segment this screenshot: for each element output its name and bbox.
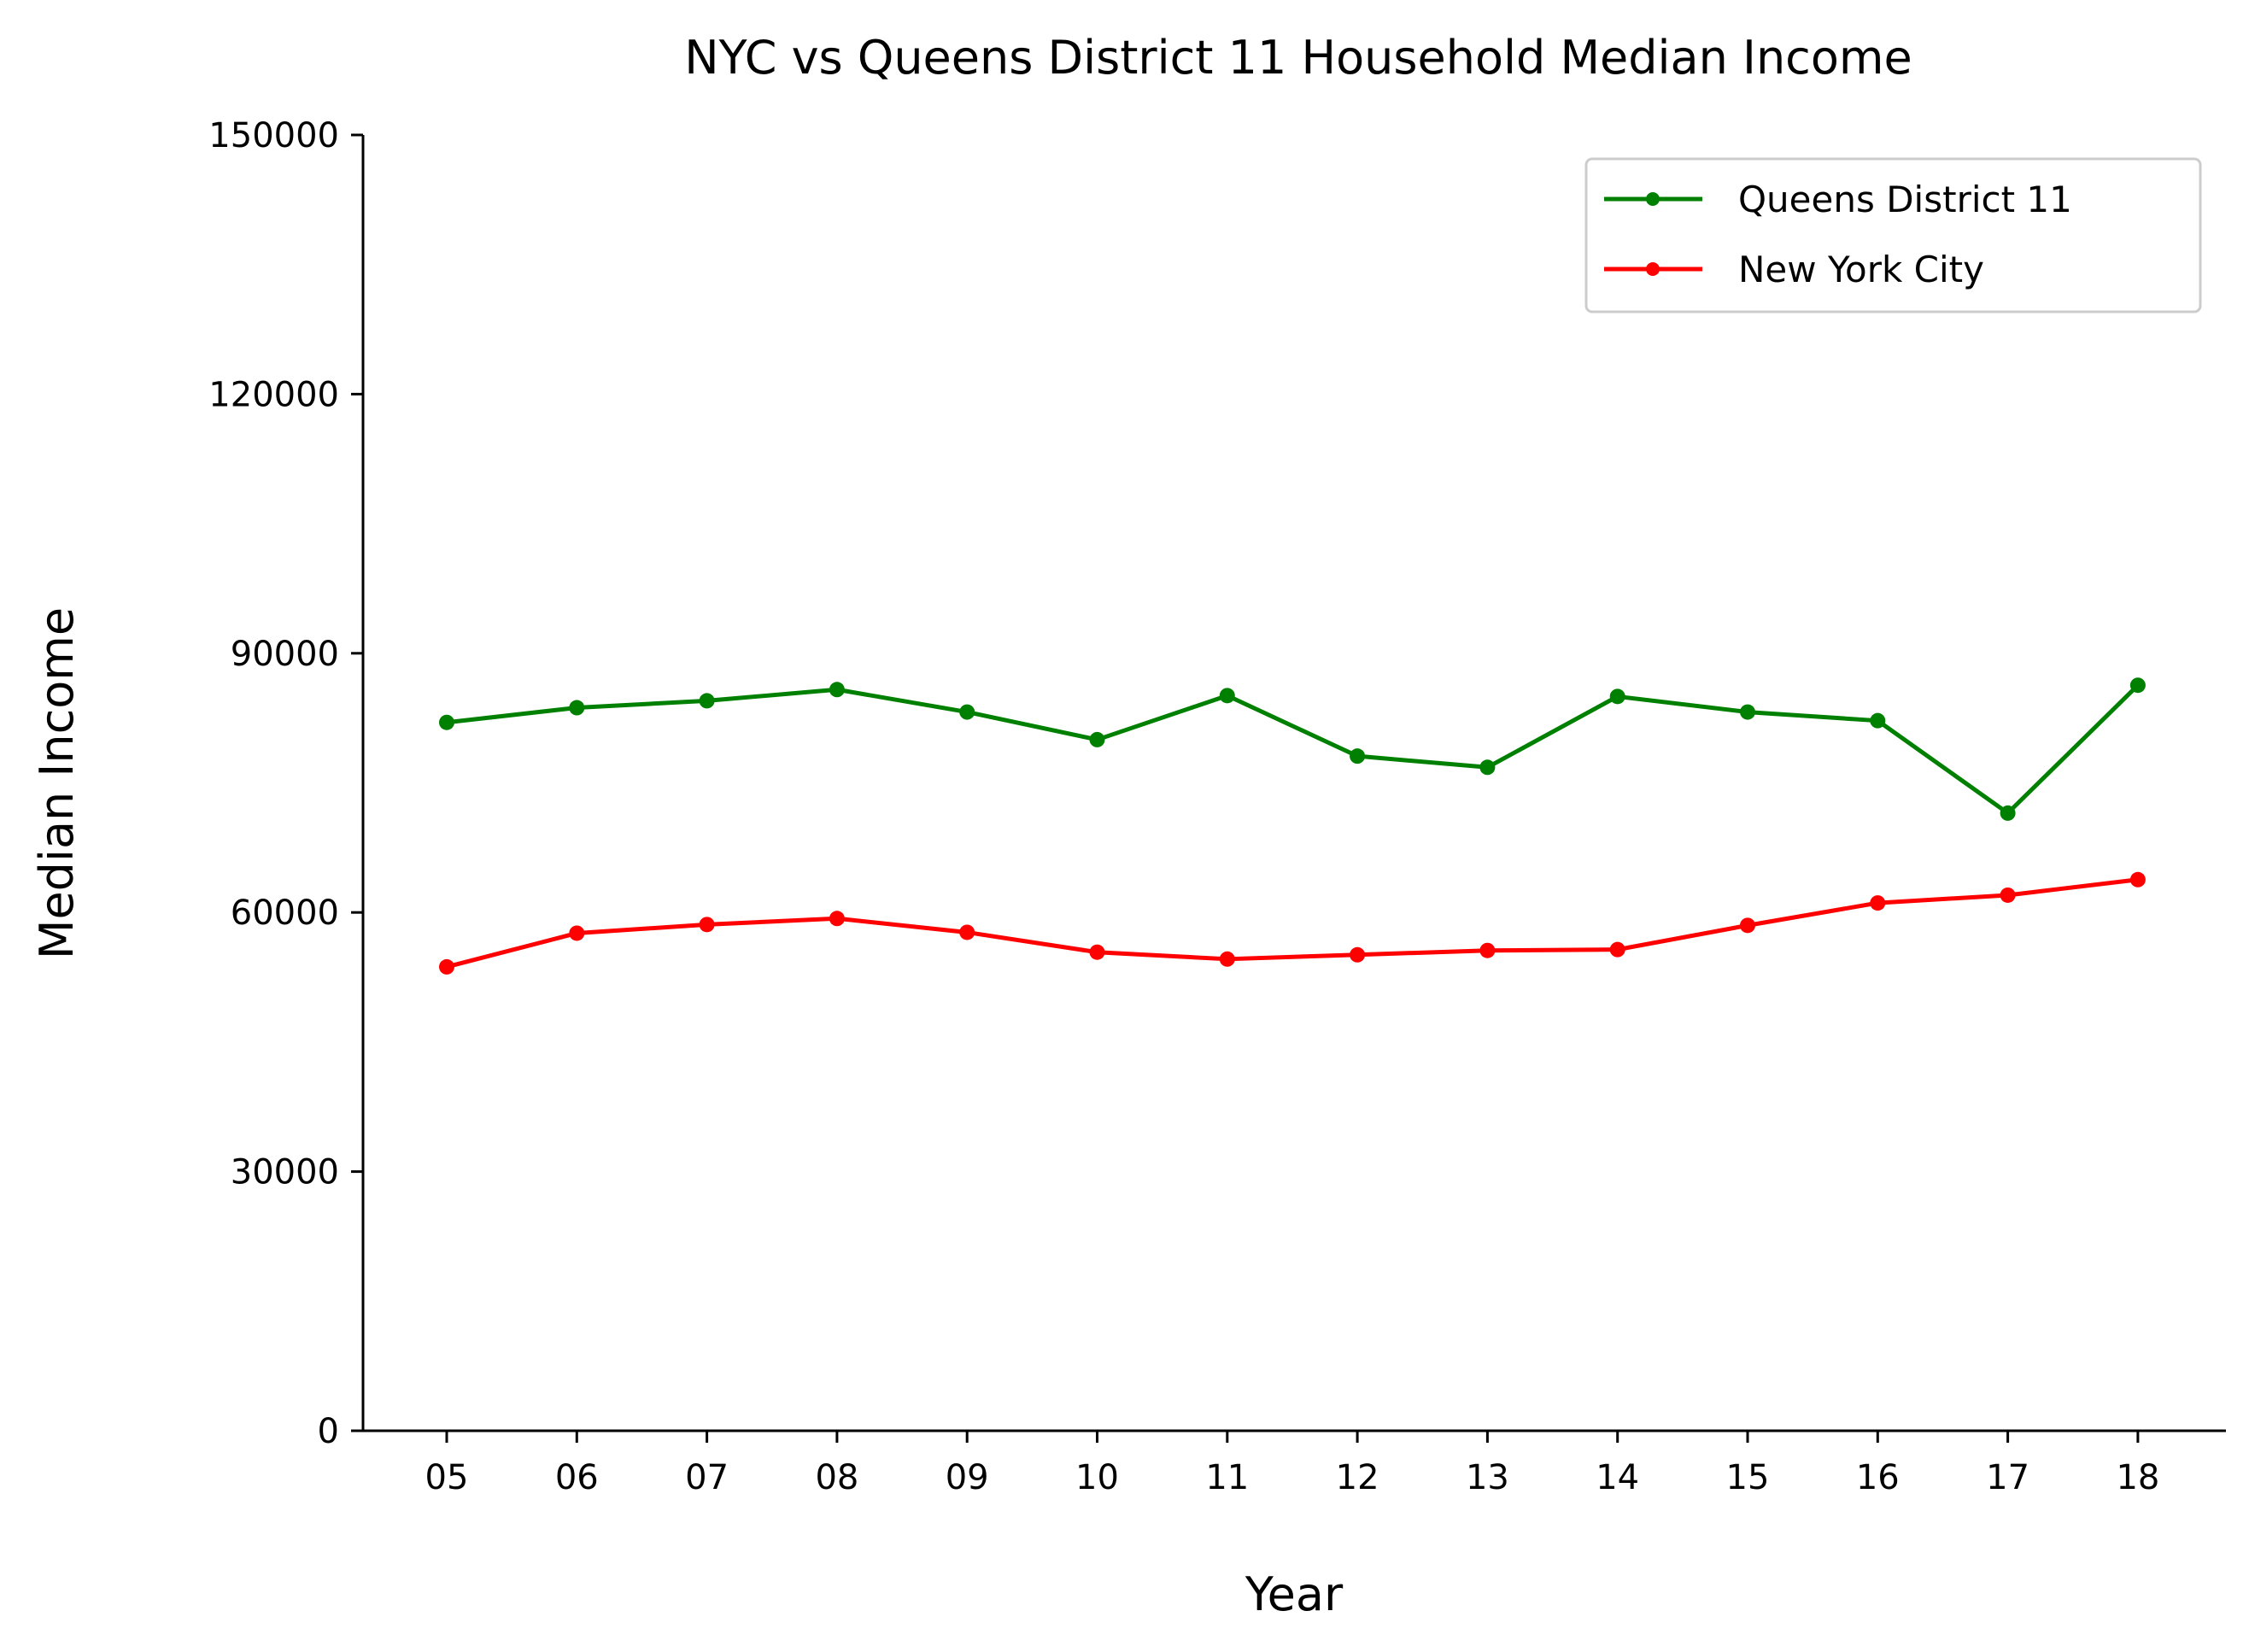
data-point: [1219, 688, 1235, 704]
y-ticks: 0 30000 60000 90000 120000 150000: [208, 116, 363, 1451]
data-point: [829, 911, 845, 927]
x-tick-label: 12: [1336, 1458, 1379, 1497]
y-tick-label: 120000: [208, 375, 339, 414]
x-tick-label: 07: [685, 1458, 729, 1497]
y-tick-label: 60000: [231, 893, 339, 933]
legend-label-nyc: New York City: [1738, 249, 1984, 290]
x-tick-label: 10: [1075, 1458, 1119, 1497]
y-tick-label: 0: [318, 1412, 339, 1451]
legend-label-queens: Queens District 11: [1738, 179, 2072, 220]
data-point: [1609, 941, 1625, 958]
data-point: [439, 958, 454, 975]
y-tick-label: 150000: [208, 116, 339, 155]
x-ticks: 05 06 07 08 09 10 11 12 13 14 15 16 17 18: [425, 1431, 2159, 1497]
series-group: [439, 677, 2146, 975]
data-point: [1089, 944, 1105, 960]
data-point: [1609, 688, 1625, 705]
data-point: [2000, 887, 2016, 903]
data-point: [1479, 942, 1496, 958]
data-point: [2129, 871, 2146, 888]
x-tick-label: 15: [1726, 1458, 1770, 1497]
chart-title: NYC vs Queens District 11 Household Medi…: [684, 31, 1912, 85]
data-point: [1350, 946, 1366, 963]
data-point: [959, 704, 975, 720]
data-point: [699, 693, 715, 709]
x-tick-label: 16: [1856, 1458, 1900, 1497]
series-line-1: [446, 877, 2139, 970]
axes: [361, 135, 2226, 1432]
data-point: [699, 917, 715, 933]
data-point: [959, 924, 975, 940]
x-tick-label: 08: [815, 1458, 858, 1497]
x-tick-label: 05: [425, 1458, 469, 1497]
x-axis-title: Year: [1245, 1567, 1344, 1621]
data-point: [569, 925, 585, 941]
x-tick-label: 11: [1205, 1458, 1249, 1497]
x-tick-label: 06: [555, 1458, 599, 1497]
data-point: [1350, 748, 1366, 764]
x-tick-label: 09: [946, 1458, 989, 1497]
data-point: [439, 714, 454, 730]
data-point: [1479, 759, 1496, 776]
series-line-0: [446, 683, 2140, 816]
data-point: [1870, 895, 1886, 911]
data-point: [1740, 917, 1755, 934]
legend-swatch-marker-queens: [1646, 192, 1660, 206]
x-tick-label: 17: [1986, 1458, 2029, 1497]
data-point: [2000, 805, 2016, 821]
legend: Queens District 11 New York City: [1584, 157, 2202, 313]
x-tick-label: 18: [2116, 1458, 2159, 1497]
legend-swatch-marker-nyc: [1646, 262, 1660, 276]
data-point: [569, 700, 585, 716]
x-tick-label: 13: [1466, 1458, 1509, 1497]
data-point: [1089, 731, 1105, 747]
y-tick-label: 90000: [231, 635, 339, 674]
data-point: [1870, 712, 1886, 729]
data-point: [2129, 677, 2146, 694]
y-tick-label: 30000: [231, 1153, 339, 1192]
x-tick-label: 14: [1596, 1458, 1639, 1497]
y-axis-title: Median Income: [30, 607, 84, 959]
legend-box: [1584, 157, 2202, 313]
data-point: [829, 682, 845, 698]
data-point: [1740, 704, 1755, 720]
data-point: [1219, 951, 1235, 967]
